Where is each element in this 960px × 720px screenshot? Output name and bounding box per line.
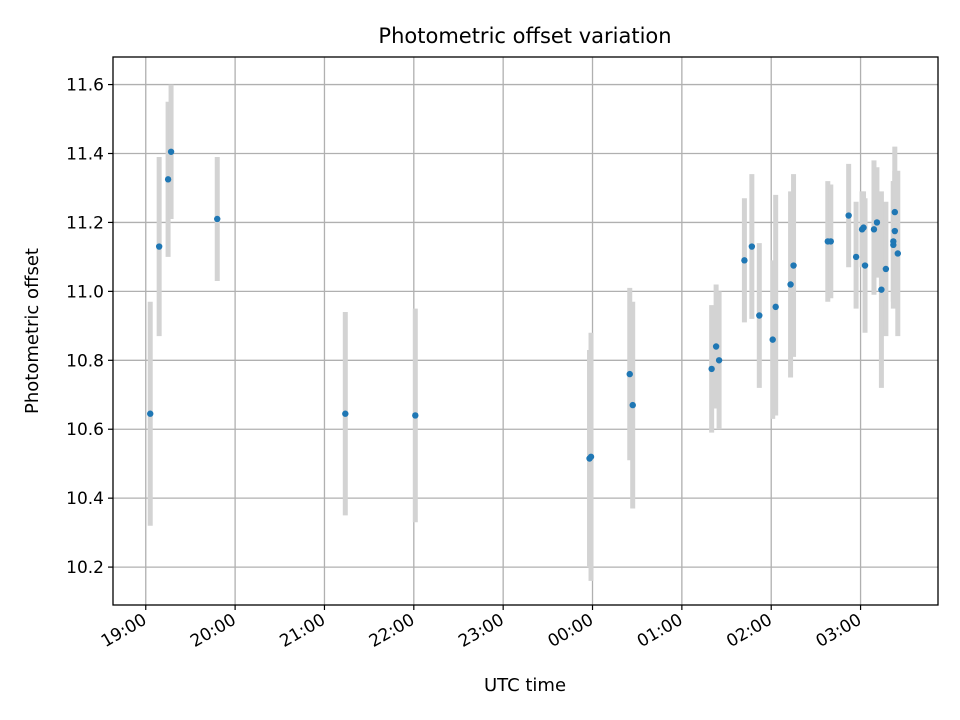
data-point: [873, 219, 881, 226]
y-gridlines: [113, 83, 938, 568]
data-point: [891, 208, 899, 216]
data-point: [741, 257, 748, 264]
data-point: [629, 401, 636, 409]
data-point: [870, 226, 878, 233]
data-point: [769, 336, 776, 343]
data-point: [587, 453, 595, 460]
data-point: [167, 148, 175, 155]
data-point: [787, 281, 794, 288]
y-tick-label: 11.2: [66, 213, 104, 233]
data-point: [852, 253, 860, 261]
data-point: [861, 262, 869, 269]
y-tick-label: 10.6: [66, 420, 104, 440]
data-point: [845, 212, 852, 219]
y-tick-label: 10.2: [66, 558, 104, 578]
data-point: [790, 262, 797, 269]
data-point: [748, 243, 756, 250]
data-point: [412, 412, 419, 419]
data-point: [164, 176, 172, 183]
data-point: [715, 357, 723, 364]
y-tick-label: 11.0: [66, 282, 104, 302]
data-point: [860, 224, 867, 231]
data-point: [894, 250, 901, 257]
data-point: [147, 410, 154, 417]
y-tick-label: 10.8: [66, 351, 104, 371]
data-point: [342, 410, 349, 417]
plot-background: [113, 57, 938, 605]
data-point: [708, 365, 715, 373]
data-point: [827, 238, 834, 245]
data-point: [772, 303, 779, 311]
data-point: [878, 286, 885, 293]
y-tick-label: 10.4: [66, 489, 104, 509]
data-point: [890, 238, 897, 245]
data-point: [712, 343, 720, 350]
x-gridlines: [145, 57, 862, 605]
data-point: [882, 265, 890, 273]
plot-frame: [112, 56, 939, 606]
y-tick-label: 11.6: [66, 76, 104, 96]
x-axis-title: UTC time: [484, 675, 566, 696]
y-axis-title: Photometric offset: [22, 248, 43, 414]
data-markers: [147, 148, 901, 462]
chart-title: Photometric offset variation: [378, 24, 671, 48]
y-axis-ticks: 10.2 10.4 10.6 10.8 11.0 11.2 11.4 11.6: [66, 76, 113, 578]
data-point: [756, 312, 763, 319]
data-point: [891, 227, 899, 235]
data-point: [626, 370, 633, 378]
y-tick-label: 11.4: [66, 145, 104, 165]
data-point: [214, 215, 221, 223]
data-point: [155, 243, 163, 250]
